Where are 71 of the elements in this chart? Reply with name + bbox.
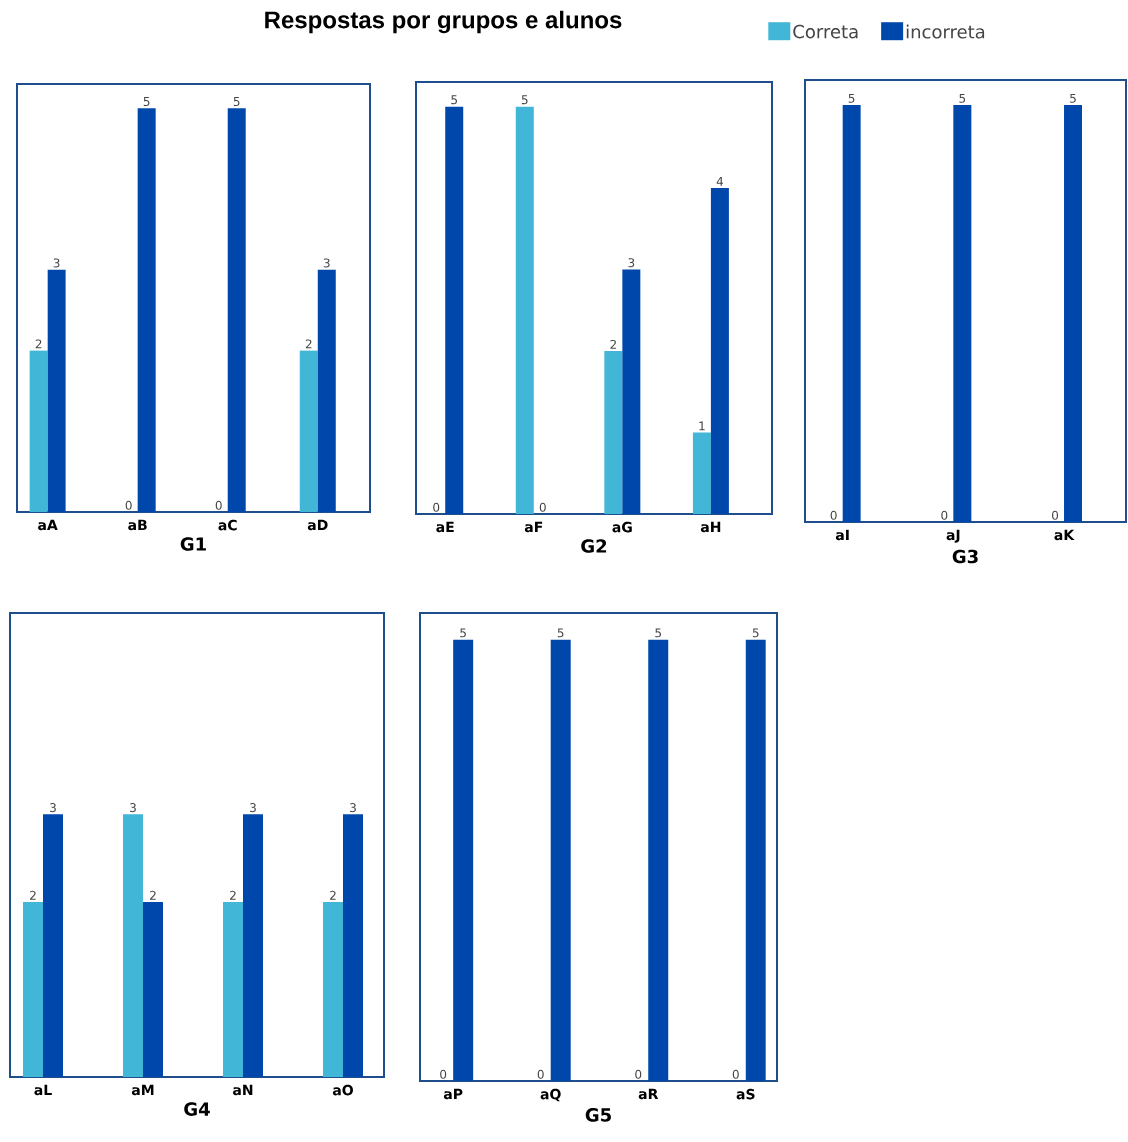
data-label: 2 (30, 890, 36, 900)
x-tick-label: aG (612, 521, 632, 533)
bar (692, 432, 711, 515)
data-label: 0 (440, 1069, 447, 1079)
data-label: 0 (125, 500, 132, 510)
data-label: 3 (323, 258, 330, 268)
x-tick-label: aC (218, 519, 237, 531)
x-tick-label: aS (736, 1088, 755, 1100)
data-label: 3 (350, 803, 356, 813)
x-axis-title: G1 (180, 537, 206, 551)
x-tick-label: aB (128, 519, 147, 531)
text: Respostas por grupos e alunos (265, 10, 622, 34)
data-label: 0 (215, 500, 222, 510)
data-label: 0 (732, 1069, 739, 1079)
data-label: 4 (716, 177, 724, 186)
data-label: 0 (539, 502, 546, 512)
x-tick-label: aR (638, 1088, 659, 1100)
data-label: 3 (628, 258, 635, 268)
data-label: 5 (752, 628, 759, 638)
x-tick-label: aN (233, 1084, 253, 1096)
legend-label: Correta (793, 24, 858, 39)
x-tick-label: aH (700, 521, 721, 533)
x-tick-label: aA (38, 519, 58, 531)
data-label: 5 (451, 95, 457, 105)
data-label: 5 (460, 628, 466, 638)
data-label: 3 (250, 803, 256, 813)
data-label: 3 (130, 803, 136, 813)
data-label: 2 (610, 339, 616, 349)
x-tick-label: aE (436, 521, 454, 533)
bar (604, 350, 623, 515)
x-tick-label: aM (131, 1084, 154, 1096)
data-label: 2 (330, 890, 336, 900)
data-label: 5 (959, 93, 966, 103)
bar (622, 269, 641, 515)
data-label: 5 (143, 97, 150, 107)
x-axis-title: G5 (585, 1108, 611, 1122)
x-tick-label: aL (34, 1084, 52, 1096)
data-label: 1 (699, 421, 705, 431)
data-label: 2 (230, 890, 236, 900)
data-label: 5 (557, 628, 564, 638)
data-label: 2 (305, 339, 312, 349)
data-label: 0 (830, 510, 837, 520)
x-tick-label: aO (332, 1084, 353, 1096)
x-axis-title: G3 (952, 549, 978, 564)
x-tick-label: aP (443, 1088, 463, 1100)
data-label: 3 (50, 803, 56, 813)
data-label: 2 (150, 890, 156, 900)
data-label: 5 (655, 628, 662, 638)
x-axis-title: G2 (581, 539, 607, 553)
legend-label: incorreta (906, 24, 985, 39)
data-label: 5 (848, 93, 855, 103)
data-label: 0 (537, 1069, 544, 1079)
data-label: 5 (1070, 93, 1076, 103)
bar (710, 187, 729, 515)
data-label: 2 (35, 339, 42, 349)
data-label: 5 (521, 95, 528, 105)
bar (445, 106, 464, 515)
x-tick-label: aJ (946, 529, 960, 543)
data-label: 0 (433, 502, 440, 512)
data-label: 0 (635, 1069, 642, 1079)
data-label: 0 (941, 510, 948, 520)
x-tick-label: aI (835, 529, 849, 541)
data-label: 3 (53, 258, 60, 268)
x-tick-label: aD (307, 519, 328, 531)
x-tick-label: aQ (540, 1088, 561, 1102)
x-tick-label: aK (1054, 529, 1075, 541)
bar (515, 106, 534, 515)
data-label: 5 (233, 97, 240, 107)
x-tick-label: aF (524, 521, 543, 533)
data-label: 0 (1051, 510, 1059, 520)
x-axis-title: G4 (184, 1102, 210, 1116)
